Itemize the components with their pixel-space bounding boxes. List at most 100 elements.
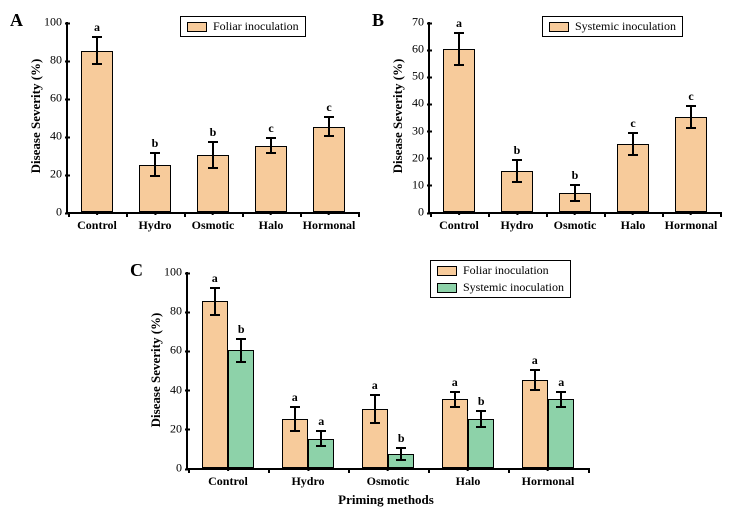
error-bar — [214, 288, 216, 315]
error-bar — [270, 138, 272, 153]
legend-item: Systemic inoculation — [437, 280, 564, 295]
panel-A-label: A — [10, 10, 23, 31]
panel-A-ylabel: Disease Severity (%) — [28, 59, 44, 174]
xtick: Osmotic — [367, 468, 410, 489]
significance-label: b — [210, 125, 217, 140]
error-bar — [458, 33, 460, 66]
error-bar — [154, 153, 156, 176]
legend-item: Foliar inoculation — [187, 19, 299, 34]
error-bar — [400, 448, 402, 460]
ytick: 0 — [176, 461, 188, 476]
ytick: 60 — [170, 343, 188, 358]
ytick: 20 — [170, 421, 188, 436]
bar — [675, 117, 707, 212]
error-bar — [294, 407, 296, 431]
xtick: Control — [439, 212, 479, 233]
ytick: 100 — [44, 15, 68, 30]
significance-label: a — [212, 271, 218, 286]
ytick: 10 — [412, 177, 430, 192]
significance-label: a — [318, 414, 324, 429]
xtick: Osmotic — [554, 212, 597, 233]
significance-label: a — [452, 375, 458, 390]
ytick: 60 — [50, 91, 68, 106]
legend-label: Foliar inoculation — [463, 263, 549, 278]
panel-C-legend: Foliar inoculation Systemic inoculation — [430, 260, 571, 298]
panel-A-legend: Foliar inoculation — [180, 16, 306, 37]
significance-label: c — [268, 121, 273, 136]
xtick: Halo — [456, 468, 481, 489]
xtick: Halo — [621, 212, 646, 233]
ytick: 80 — [170, 304, 188, 319]
xtick: Hydro — [138, 212, 171, 233]
legend-swatch — [549, 22, 569, 32]
bar — [202, 301, 228, 468]
panel-C-label: C — [130, 260, 143, 281]
error-bar — [374, 395, 376, 422]
ytick: 40 — [412, 96, 430, 111]
error-bar — [632, 133, 634, 155]
ytick: 0 — [56, 205, 68, 220]
error-bar — [480, 411, 482, 427]
error-bar — [574, 185, 576, 201]
error-bar — [212, 142, 214, 169]
panel-C-ylabel: Disease Severity (%) — [148, 313, 164, 428]
significance-label: c — [326, 100, 331, 115]
xtick: Hormonal — [665, 212, 718, 233]
error-bar — [516, 160, 518, 182]
xtick: Osmotic — [192, 212, 235, 233]
bar — [522, 380, 548, 468]
legend-label: Systemic inoculation — [463, 280, 564, 295]
xtick: Hydro — [500, 212, 533, 233]
panel-B-plot: 010203040506070ControlaHydrobOsmoticbHal… — [428, 22, 720, 214]
legend-label: Systemic inoculation — [575, 19, 676, 34]
panel-B: B 010203040506070ControlaHydrobOsmoticbH… — [372, 8, 722, 238]
error-bar — [96, 37, 98, 64]
bar — [443, 49, 475, 212]
significance-label: a — [456, 16, 462, 31]
panel-C: C 020406080100ControlabHydroaaOsmoticabH… — [130, 258, 610, 518]
panel-B-label: B — [372, 10, 384, 31]
panel-B-ylabel: Disease Severity (%) — [390, 59, 406, 174]
significance-label: c — [630, 116, 635, 131]
error-bar — [320, 431, 322, 447]
ytick: 0 — [418, 205, 430, 220]
significance-label: a — [292, 390, 298, 405]
xlabel: Priming methods — [338, 492, 434, 508]
panel-B-legend: Systemic inoculation — [542, 16, 683, 37]
panel-C-plot: 020406080100ControlabHydroaaOsmoticabHal… — [186, 272, 588, 470]
legend-swatch — [437, 266, 457, 276]
legend-item: Systemic inoculation — [549, 19, 676, 34]
bar — [81, 51, 113, 213]
xtick: Control — [208, 468, 248, 489]
legend-item: Foliar inoculation — [437, 263, 564, 278]
ytick: 20 — [412, 150, 430, 165]
error-bar — [690, 106, 692, 128]
xtick: Halo — [259, 212, 284, 233]
ytick: 80 — [50, 53, 68, 68]
bar — [548, 399, 574, 468]
significance-label: b — [398, 431, 405, 446]
xtick: Control — [77, 212, 117, 233]
significance-label: b — [152, 136, 159, 151]
ytick: 20 — [50, 167, 68, 182]
bar — [228, 350, 254, 468]
error-bar — [560, 392, 562, 408]
error-bar — [534, 370, 536, 390]
bar — [313, 127, 345, 213]
significance-label: a — [558, 375, 564, 390]
significance-label: a — [372, 378, 378, 393]
error-bar — [454, 392, 456, 408]
significance-label: b — [514, 143, 521, 158]
xtick: Hormonal — [303, 212, 356, 233]
significance-label: a — [532, 353, 538, 368]
ytick: 40 — [170, 382, 188, 397]
significance-label: b — [572, 168, 579, 183]
significance-label: a — [94, 20, 100, 35]
ytick: 60 — [412, 42, 430, 57]
legend-swatch — [437, 283, 457, 293]
error-bar — [240, 339, 242, 363]
xtick: Hormonal — [522, 468, 575, 489]
panel-A-plot: 020406080100ControlaHydrobOsmoticbHalocH… — [66, 22, 358, 214]
ytick: 100 — [164, 265, 188, 280]
xtick: Hydro — [291, 468, 324, 489]
